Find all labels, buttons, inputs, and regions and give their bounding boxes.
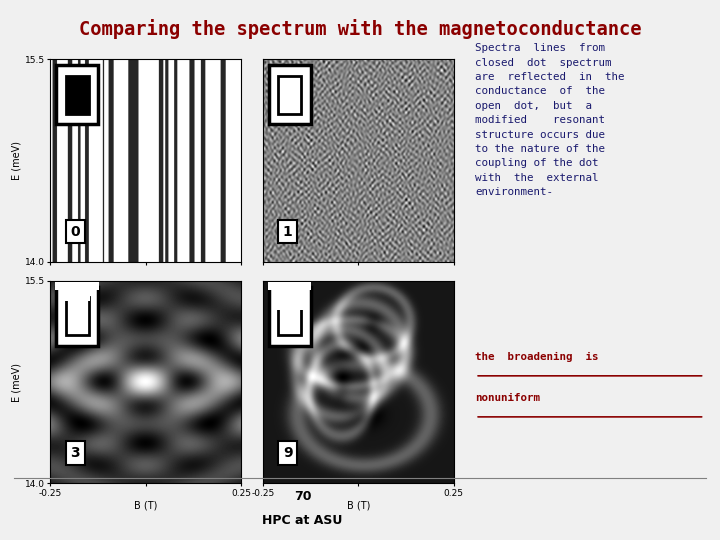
Text: 0: 0 [71, 225, 80, 239]
Bar [268, 282, 312, 290]
Bar [278, 307, 301, 335]
Bar [66, 297, 89, 335]
X-axis label: B (T): B (T) [346, 501, 370, 511]
Text: the  broadening  is: the broadening is [475, 352, 599, 362]
Text: 70: 70 [294, 489, 311, 503]
Y-axis label: E (meV): E (meV) [12, 141, 22, 180]
Bar [56, 287, 98, 346]
X-axis label: B (T): B (T) [134, 501, 158, 511]
Text: 1: 1 [283, 225, 292, 239]
Text: 9: 9 [283, 446, 292, 460]
Bar [269, 65, 310, 124]
Text: Comparing the spectrum with the magnetoconductance: Comparing the spectrum with the magnetoc… [78, 19, 642, 39]
Bar [276, 302, 303, 310]
Text: Spectra  lines  from
closed  dot  spectrum
are  reflected  in  the
conductance  : Spectra lines from closed dot spectrum a… [475, 43, 625, 197]
Bar [269, 287, 310, 346]
Text: nonuniform: nonuniform [475, 393, 540, 403]
Bar [66, 76, 89, 114]
Bar [55, 282, 99, 290]
Text: HPC at ASU: HPC at ASU [262, 514, 343, 527]
Bar [278, 76, 301, 114]
Y-axis label: E (meV): E (meV) [12, 362, 22, 402]
Text: 3: 3 [71, 446, 80, 460]
Bar [56, 65, 98, 124]
Bar [64, 293, 91, 301]
